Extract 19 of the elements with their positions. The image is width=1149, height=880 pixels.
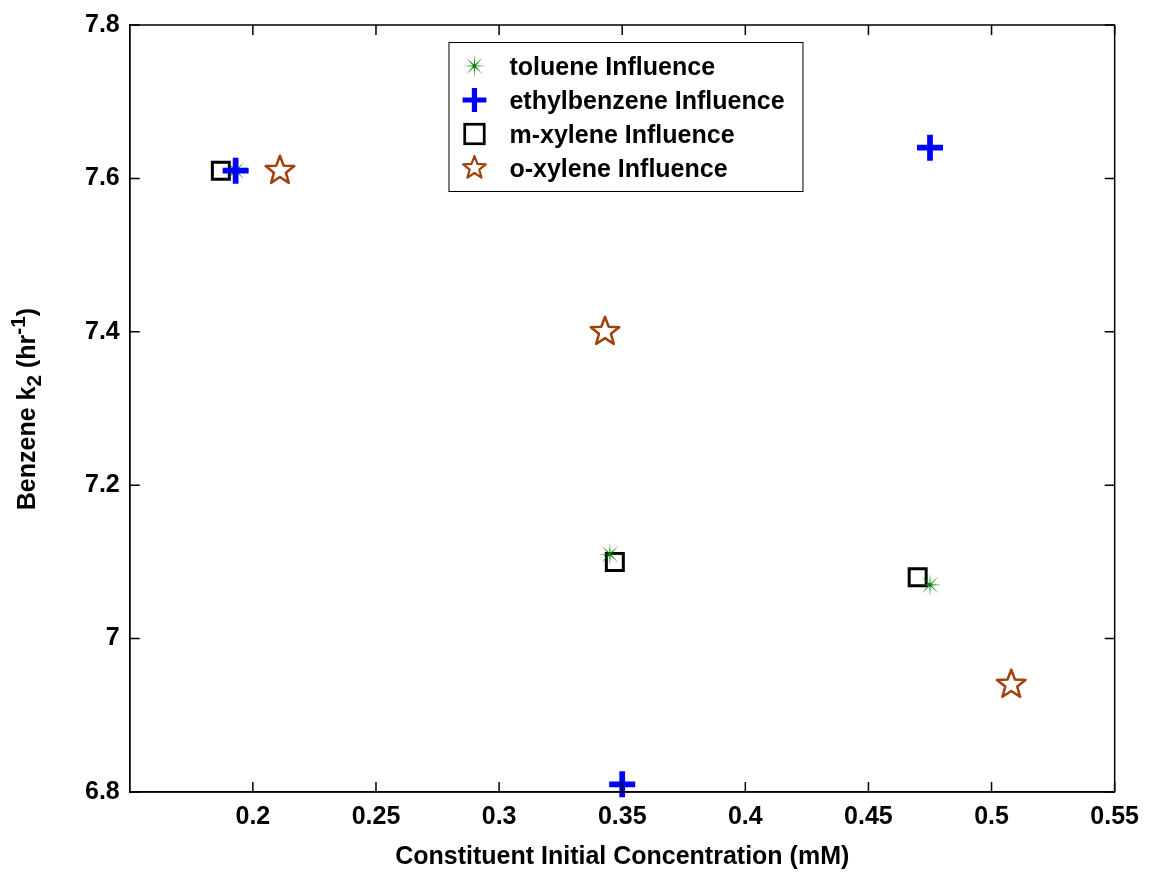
x-tick-label: 0.25 xyxy=(351,800,401,829)
x-axis-title: Constituent Initial Concentration (mM) xyxy=(395,840,850,869)
legend-label: toluene Influence xyxy=(509,51,716,81)
y-tick-label: 7.8 xyxy=(84,8,120,37)
x-tick-label: 0.4 xyxy=(727,800,763,829)
x-tick-label: 0.3 xyxy=(481,800,517,829)
x-tick-label: 0.55 xyxy=(1090,800,1140,829)
legend-label: o-xylene Influence xyxy=(509,153,728,183)
x-tick-label: 0.2 xyxy=(235,800,271,829)
legend-label: m-xylene Influence xyxy=(509,119,735,149)
legend-label: ethylbenzene Influence xyxy=(509,85,785,115)
x-tick-label: 0.35 xyxy=(597,800,647,829)
y-tick-label: 6.8 xyxy=(84,775,120,804)
x-tick-label: 0.45 xyxy=(844,800,893,829)
y-tick-label: 7.4 xyxy=(84,315,120,344)
x-tick-label: 0.5 xyxy=(974,800,1010,829)
y-tick-label: 7.6 xyxy=(84,162,120,191)
y-tick-label: 7 xyxy=(105,622,120,651)
y-tick-label: 7.2 xyxy=(84,469,120,498)
